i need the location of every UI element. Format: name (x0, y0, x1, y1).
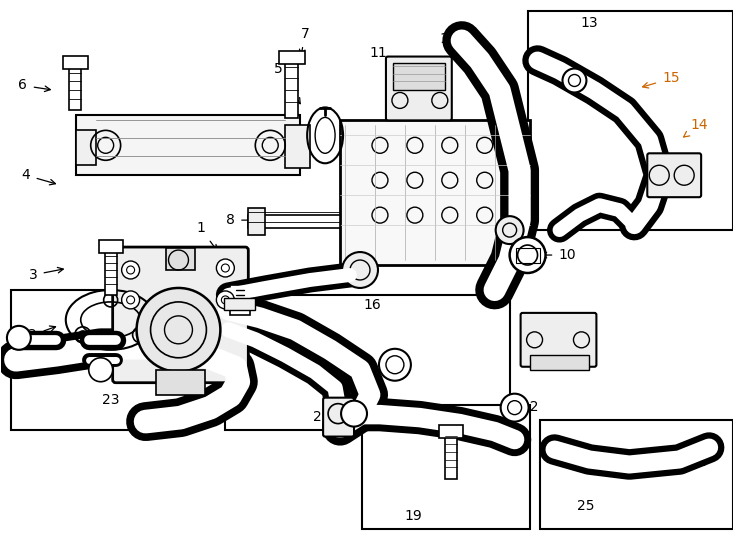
Text: 13: 13 (581, 16, 598, 30)
Text: 15: 15 (643, 71, 680, 88)
Bar (286, 60, 298, 118)
Text: 3: 3 (29, 267, 63, 282)
Bar (225, 295, 509, 430)
FancyBboxPatch shape (647, 153, 701, 197)
Circle shape (342, 252, 378, 288)
Bar (63, 56, 88, 69)
Text: 20: 20 (539, 444, 556, 458)
Bar (225, 298, 255, 310)
Bar (76, 130, 95, 165)
FancyBboxPatch shape (520, 313, 597, 367)
Circle shape (501, 394, 528, 422)
Circle shape (379, 349, 411, 381)
Text: 14: 14 (683, 118, 708, 137)
Text: 6: 6 (18, 78, 51, 92)
FancyBboxPatch shape (112, 247, 248, 383)
Text: 5: 5 (274, 62, 300, 104)
Circle shape (7, 326, 31, 350)
Text: 21: 21 (313, 401, 331, 423)
Text: 23: 23 (102, 393, 120, 407)
Bar (279, 51, 305, 64)
Bar (230, 285, 250, 315)
FancyBboxPatch shape (323, 397, 354, 436)
Text: 18: 18 (233, 284, 251, 305)
Text: 11: 11 (369, 45, 403, 66)
Bar (76, 116, 300, 176)
Circle shape (122, 261, 139, 279)
Circle shape (341, 401, 367, 427)
Bar (156, 370, 206, 395)
Circle shape (495, 216, 523, 244)
Text: 7: 7 (299, 26, 310, 55)
Bar (528, 11, 733, 230)
Bar (393, 63, 445, 91)
Bar (98, 240, 123, 253)
Bar (340, 120, 529, 265)
Bar (248, 208, 265, 235)
Text: 10: 10 (541, 248, 576, 262)
Circle shape (89, 358, 112, 382)
Circle shape (509, 237, 545, 273)
Text: 26: 26 (677, 455, 708, 469)
Text: 12: 12 (439, 32, 457, 56)
Bar (11, 290, 186, 430)
Text: 2: 2 (29, 326, 56, 342)
Text: 1: 1 (196, 221, 217, 251)
Bar (286, 125, 310, 168)
Circle shape (122, 291, 139, 309)
Circle shape (217, 291, 234, 309)
Text: 9: 9 (553, 330, 584, 347)
Text: 4: 4 (21, 168, 56, 185)
Bar (105, 250, 117, 295)
Text: 22: 22 (514, 400, 538, 414)
Bar (539, 420, 733, 529)
Text: 17: 17 (379, 358, 401, 372)
Text: 16: 16 (363, 298, 381, 312)
Bar (515, 248, 539, 263)
Bar (166, 248, 195, 270)
Text: 25: 25 (577, 500, 595, 514)
Bar (69, 65, 81, 110)
Bar (248, 215, 340, 228)
FancyBboxPatch shape (386, 57, 452, 120)
Bar (439, 424, 462, 437)
Text: 24: 24 (7, 335, 36, 355)
Circle shape (562, 69, 586, 92)
Bar (362, 404, 529, 529)
Text: 19: 19 (404, 509, 422, 523)
Bar (529, 355, 589, 370)
Circle shape (137, 288, 220, 372)
Bar (445, 430, 457, 480)
Text: 8: 8 (226, 213, 263, 227)
Circle shape (217, 259, 234, 277)
